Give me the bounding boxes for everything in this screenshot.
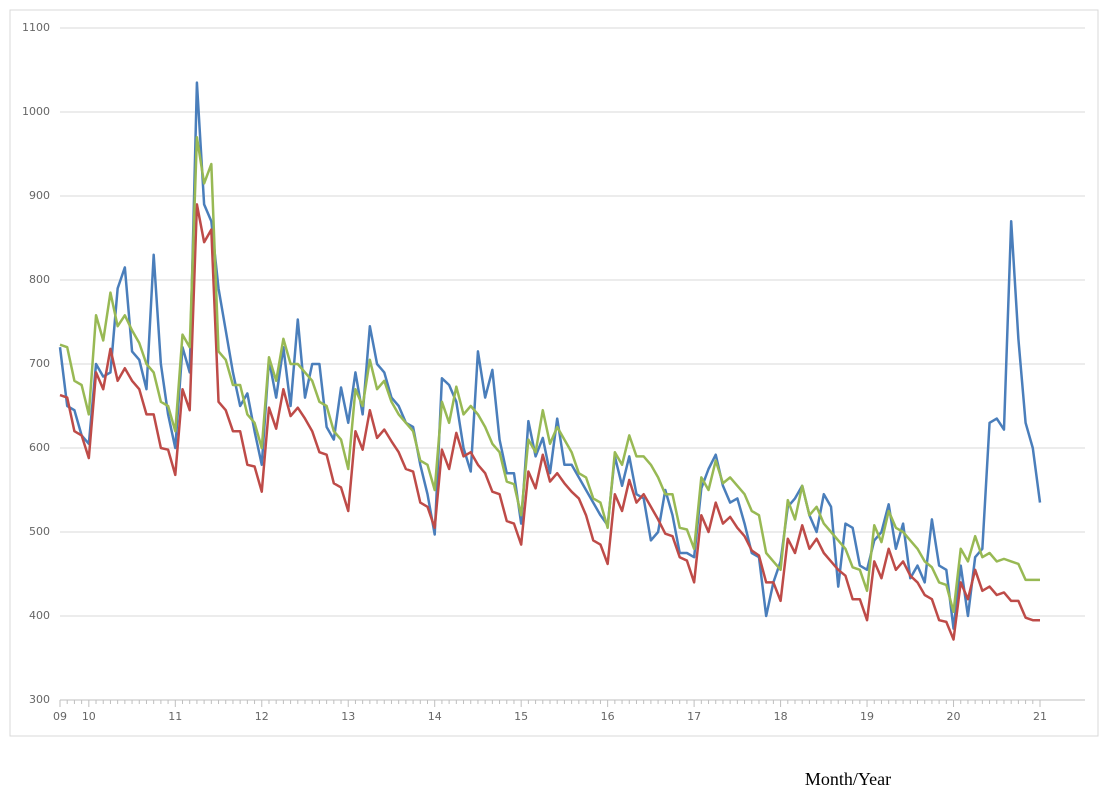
y-tick-label: 600 xyxy=(29,441,50,454)
x-tick-label: 17 xyxy=(687,710,701,723)
x-tick-label: 09 xyxy=(53,710,67,723)
chart-frame xyxy=(9,9,1099,737)
x-tick-label: 21 xyxy=(1033,710,1047,723)
x-tick-label: 14 xyxy=(428,710,442,723)
y-tick-label: 900 xyxy=(29,189,50,202)
y-tick-label: 1000 xyxy=(22,105,50,118)
x-tick-label: 18 xyxy=(774,710,788,723)
x-tick-label: 10 xyxy=(82,710,96,723)
y-tick-label: 400 xyxy=(29,609,50,622)
y-tick-label: 1100 xyxy=(22,21,50,34)
x-tick-label: 12 xyxy=(255,710,269,723)
series-line xyxy=(59,135,1040,614)
y-tick-label: 300 xyxy=(29,693,50,706)
y-tick-label: 800 xyxy=(29,273,50,286)
x-axis-title: Month/Year xyxy=(805,769,891,789)
x-tick-label: 11 xyxy=(168,710,182,723)
x-tick-label: 15 xyxy=(514,710,528,723)
y-tick-label: 500 xyxy=(29,525,50,538)
x-tick-label: 16 xyxy=(601,710,615,723)
series-line xyxy=(58,81,1042,630)
x-tick-label: 13 xyxy=(341,710,355,723)
y-tick-label: 700 xyxy=(29,357,50,370)
x-tick-label: 19 xyxy=(860,710,874,723)
series-line xyxy=(59,203,1040,641)
x-tick-label: 20 xyxy=(947,710,961,723)
